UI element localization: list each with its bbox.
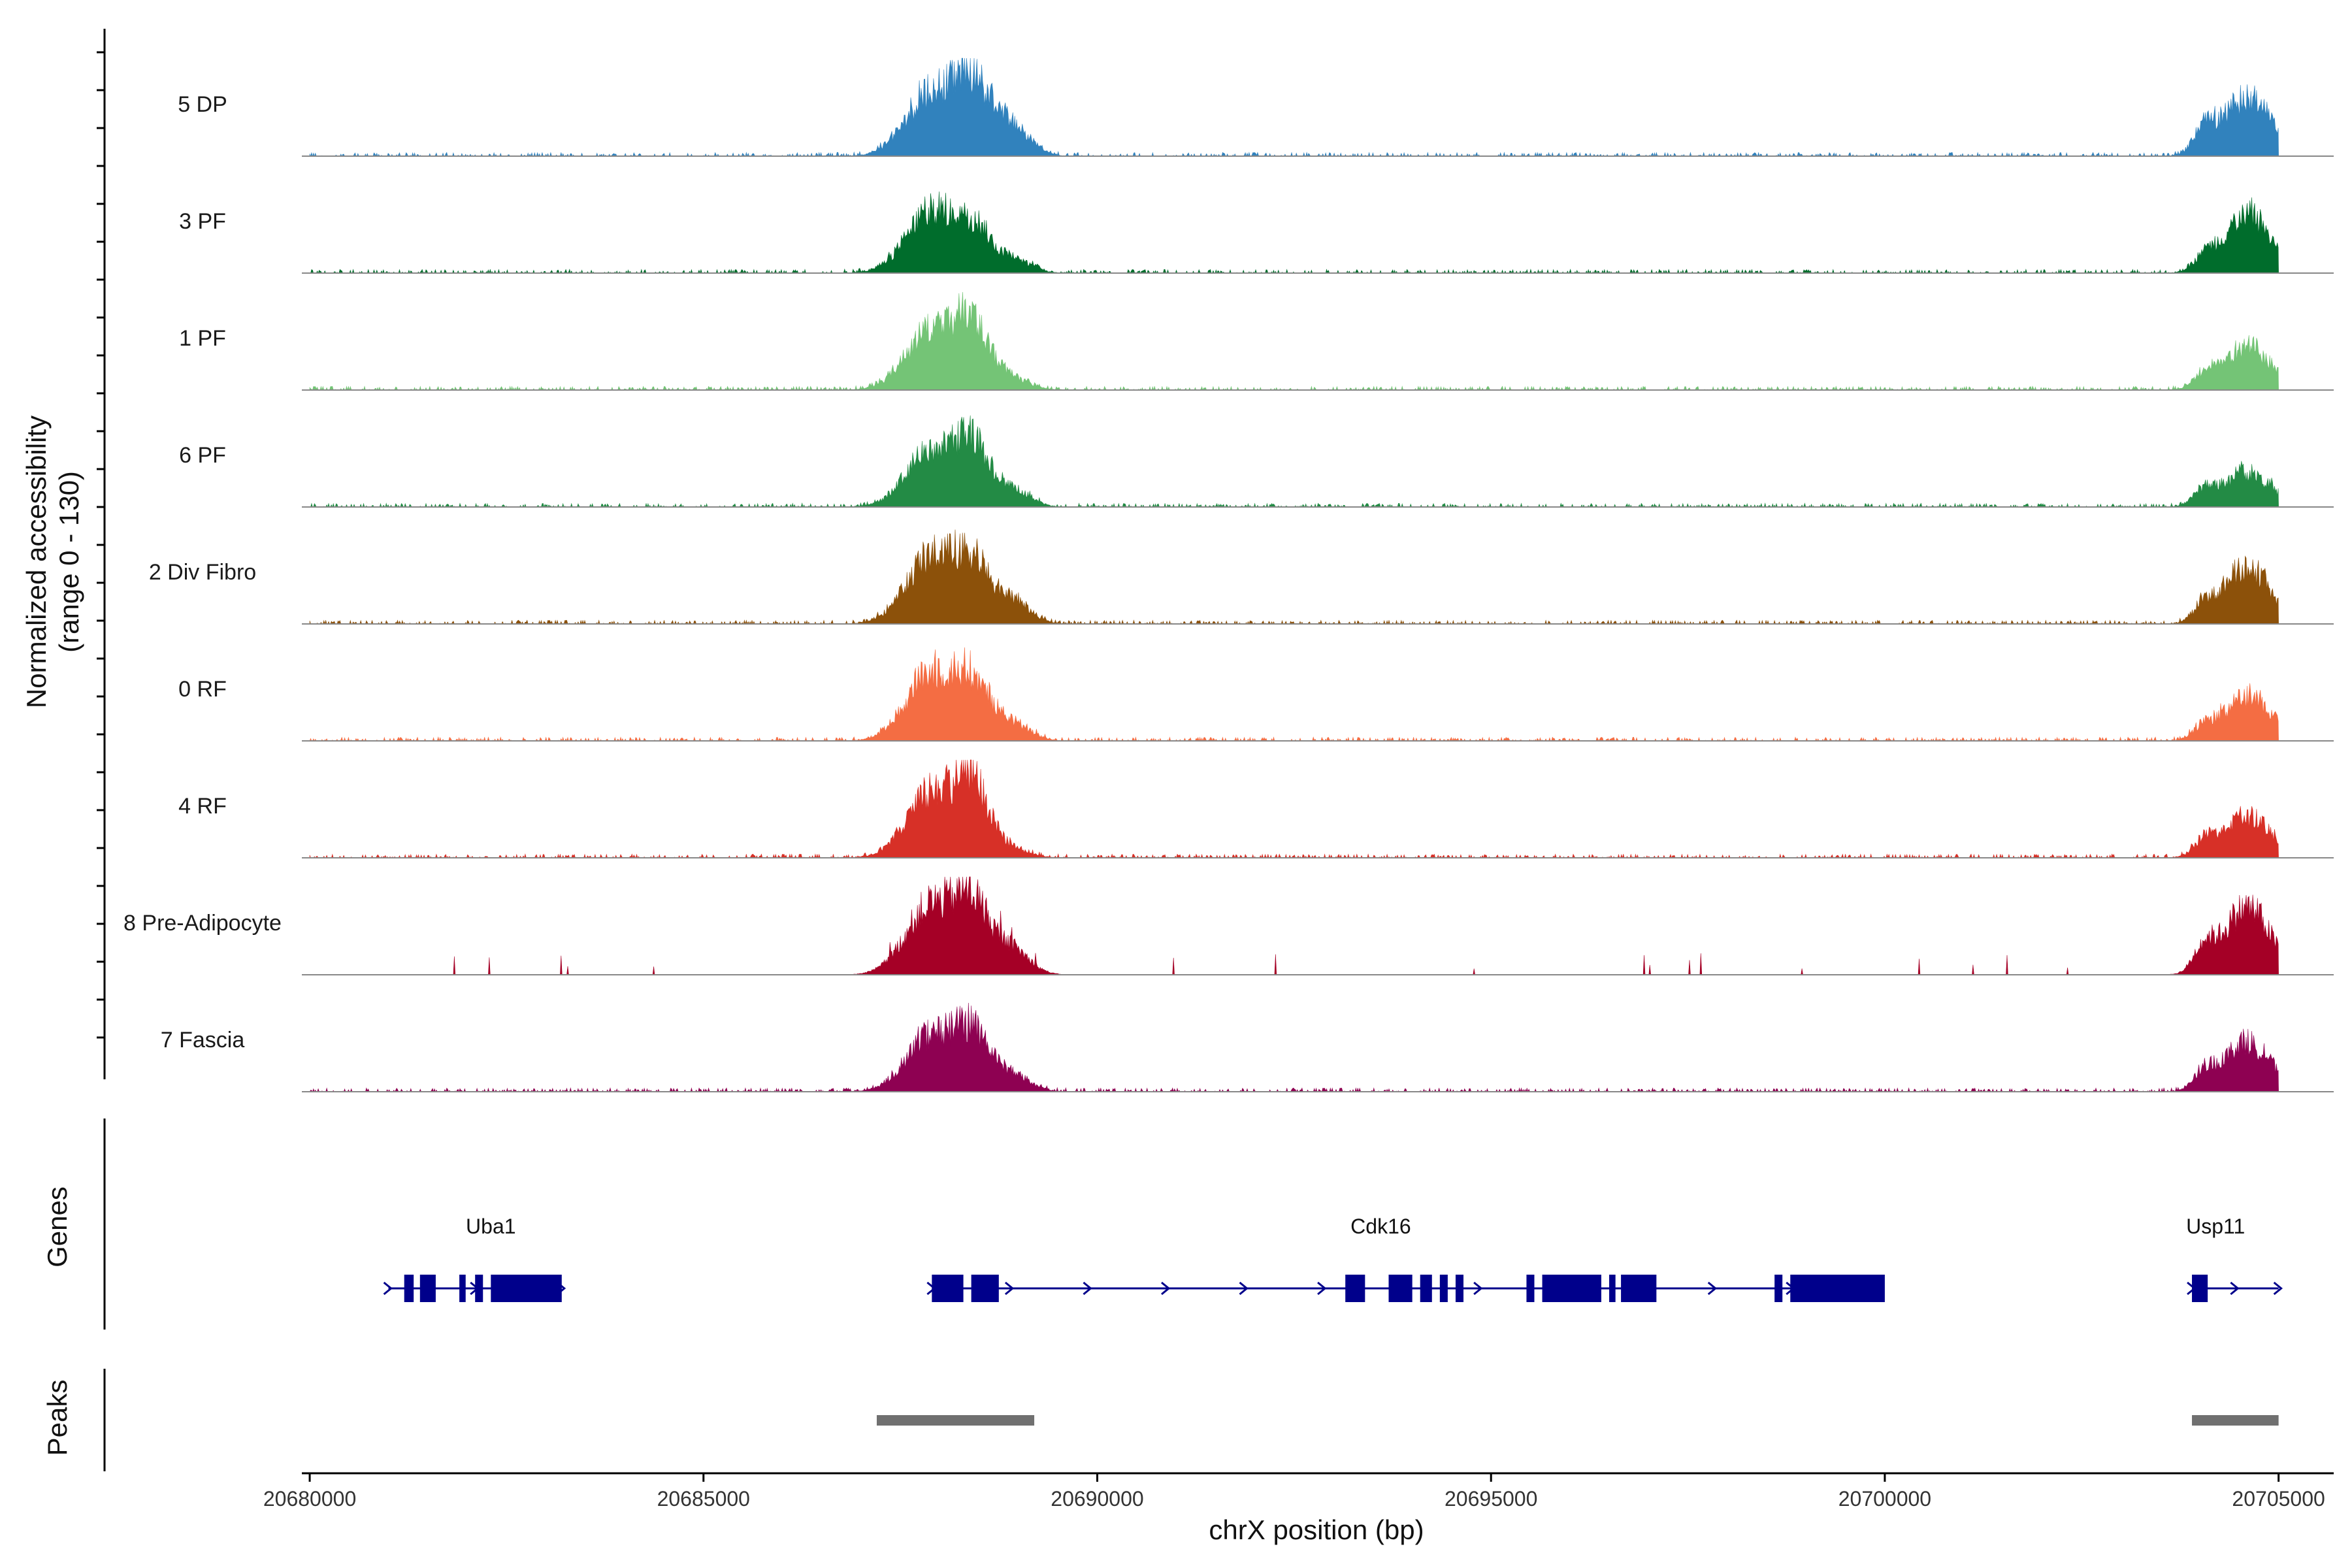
gene-exon bbox=[1542, 1275, 1601, 1302]
gene-exon bbox=[2192, 1275, 2208, 1302]
track-label: 0 RF bbox=[178, 677, 227, 702]
track-3-pf: 3 PF bbox=[179, 191, 2334, 274]
peak-region bbox=[876, 1415, 1035, 1426]
gene-exon bbox=[1388, 1275, 1413, 1302]
gene-exon bbox=[491, 1275, 562, 1302]
x-tick-label: 20700000 bbox=[1838, 1487, 1931, 1511]
track-label: 8 Pre-Adipocyte bbox=[123, 911, 282, 936]
gene-exon bbox=[1790, 1275, 1885, 1302]
gene-exon bbox=[1455, 1275, 1464, 1302]
genes-panel-title: Genes bbox=[42, 1186, 73, 1267]
peaks-panel-title: Peaks bbox=[42, 1380, 73, 1456]
strand-arrow bbox=[1473, 1281, 1483, 1296]
x-axis-title: chrX position (bp) bbox=[1209, 1514, 1424, 1545]
track-label: 3 PF bbox=[179, 209, 226, 234]
strand-arrow bbox=[1004, 1281, 1015, 1296]
gene-exon bbox=[1609, 1275, 1616, 1302]
y-axis-title: Normalized accessibility bbox=[21, 416, 52, 708]
gene-exon bbox=[419, 1275, 436, 1302]
track-label: 4 RF bbox=[178, 794, 227, 819]
track-5-dp: 5 DP bbox=[178, 57, 2334, 157]
gene-cdk16: Cdk16 bbox=[926, 1215, 1885, 1302]
coverage-area bbox=[309, 57, 2279, 157]
y-axis-range-label: (range 0 - 130) bbox=[54, 471, 84, 653]
gene-exon bbox=[932, 1275, 964, 1302]
track-1-pf: 1 PF bbox=[179, 291, 2334, 391]
gene-exon bbox=[1439, 1275, 1448, 1302]
strand-arrow bbox=[2273, 1281, 2283, 1296]
track-label: 2 Div Fibro bbox=[149, 560, 256, 585]
track-label: 5 DP bbox=[178, 92, 227, 117]
coverage-area bbox=[310, 191, 2279, 274]
track-label: 1 PF bbox=[179, 326, 226, 351]
gene-uba1: Uba1 bbox=[383, 1215, 566, 1302]
x-tick-label: 20680000 bbox=[263, 1487, 356, 1511]
coverage-tracks: 5 DP 3 PF 1 PF 6 PF 2 Div Fibro 0 RF 4 RF 8 Pre… bbox=[97, 29, 2334, 1093]
strand-arrow bbox=[1707, 1281, 1718, 1296]
coverage-area bbox=[309, 1002, 2279, 1093]
gene-exon bbox=[404, 1275, 414, 1302]
gene-exon bbox=[1526, 1275, 1535, 1302]
x-axis: 20680000 20685000 20690000 20695000 20700000… bbox=[263, 1472, 2334, 1511]
strand-arrow bbox=[383, 1281, 393, 1296]
gene-label: Cdk16 bbox=[1350, 1215, 1411, 1238]
track-label: 7 Fascia bbox=[161, 1028, 245, 1053]
strand-arrow bbox=[1083, 1281, 1092, 1296]
coverage-area bbox=[309, 291, 2279, 391]
strand-arrow bbox=[2230, 1281, 2240, 1296]
peaks-panel bbox=[103, 1369, 2279, 1471]
gene-exon bbox=[459, 1275, 466, 1302]
gene-usp11: Usp11 bbox=[2186, 1215, 2283, 1302]
gene-exon bbox=[1420, 1275, 1432, 1302]
track-8-pre-adipocyte: 8 Pre-Adipocyte bbox=[123, 876, 2334, 975]
gene-label: Uba1 bbox=[466, 1215, 516, 1238]
gene-exon bbox=[971, 1275, 999, 1302]
gene-exon bbox=[475, 1275, 483, 1302]
track-7-fascia: 7 Fascia bbox=[161, 1002, 2334, 1093]
track-2-div-fibro: 2 Div Fibro bbox=[149, 529, 2334, 625]
gene-exon bbox=[1774, 1275, 1783, 1302]
coverage-area bbox=[310, 415, 2279, 508]
x-tick-label: 20685000 bbox=[657, 1487, 750, 1511]
track-0-rf: 0 RF bbox=[178, 647, 2334, 742]
x-tick-label: 20695000 bbox=[1445, 1487, 1537, 1511]
strand-arrow bbox=[1239, 1281, 1249, 1296]
x-tick-label: 20690000 bbox=[1051, 1487, 1143, 1511]
peak-region bbox=[2192, 1415, 2279, 1426]
coverage-area bbox=[309, 759, 2279, 859]
x-tick-label: 20705000 bbox=[2232, 1487, 2325, 1511]
coverage-area bbox=[310, 876, 2279, 975]
track-4-rf: 4 RF bbox=[178, 759, 2334, 859]
gene-exon bbox=[1621, 1275, 1657, 1302]
track-6-pf: 6 PF bbox=[179, 415, 2334, 508]
gene-label: Usp11 bbox=[2186, 1215, 2245, 1238]
gene-exon bbox=[1345, 1275, 1365, 1302]
strand-arrow bbox=[1317, 1281, 1327, 1296]
track-label: 6 PF bbox=[179, 443, 226, 468]
strand-arrow bbox=[1161, 1281, 1171, 1296]
genes-panel: Uba1 Cdk16 Usp11 bbox=[103, 1119, 2283, 1330]
coverage-area bbox=[309, 529, 2279, 625]
coverage-area bbox=[309, 647, 2279, 742]
